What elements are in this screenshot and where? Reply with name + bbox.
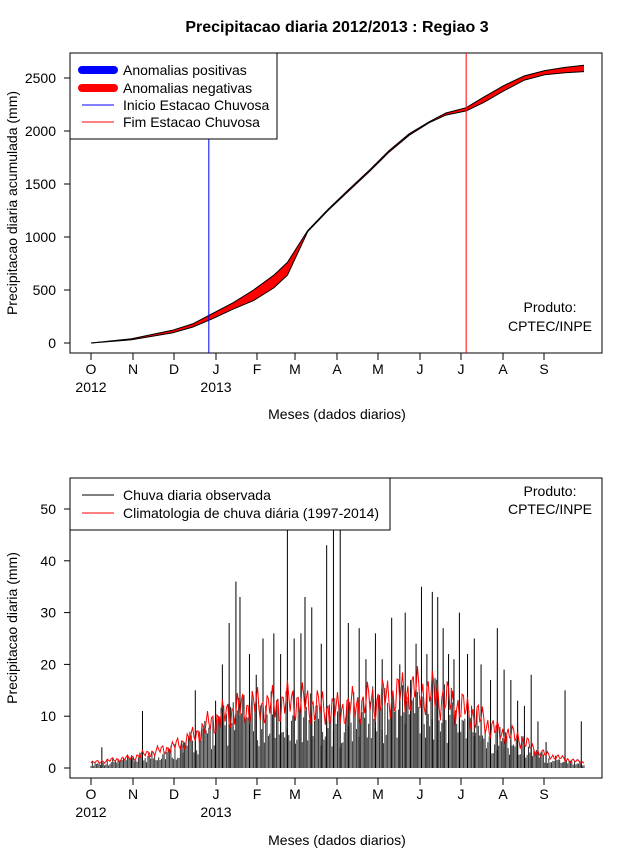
x-tick-label: M <box>289 361 301 377</box>
daily-annotation-line1: Produto: <box>524 483 577 499</box>
cumulative-annotation-line1: Produto: <box>524 299 577 315</box>
y-tick-label: 40 <box>40 553 56 569</box>
y-tick-label: 500 <box>33 282 57 298</box>
x-tick-label: A <box>498 786 508 802</box>
x-tick-label: J <box>458 786 465 802</box>
x-tick-label: D <box>169 786 179 802</box>
x-tick-label: D <box>169 361 179 377</box>
climatology-line-group <box>90 666 585 765</box>
x-tick-label: F <box>253 361 262 377</box>
y-tick-label: 0 <box>48 335 56 351</box>
climatology-cumulative-line <box>90 64 585 344</box>
cumulative-annotation-line2: CPTEC/INPE <box>508 318 592 334</box>
cumulative-y-axis: 0 500 1000 1500 2000 2500 <box>25 70 70 351</box>
x-tick-label: F <box>253 786 262 802</box>
legend-negative-label: Anomalias negativas <box>123 80 252 96</box>
legend-positive-label: Anomalias positivas <box>123 62 247 78</box>
x-tick-label: J <box>458 361 465 377</box>
daily-y-axis: 0 10 20 30 40 50 <box>40 501 70 776</box>
x-tick-label: M <box>289 786 301 802</box>
x-tick-label: M <box>372 786 384 802</box>
observed-cumulative-line <box>90 71 585 344</box>
legend-start-label: Inicio Estacao Chuvosa <box>123 97 270 113</box>
year-label: 2012 <box>75 804 106 820</box>
daily-bars <box>90 498 585 768</box>
y-tick-label: 50 <box>40 501 56 517</box>
year-label: 2012 <box>75 379 106 395</box>
x-tick-label: O <box>86 361 97 377</box>
daily-annotation-line2: CPTEC/INPE <box>508 501 592 517</box>
x-tick-label: S <box>539 786 548 802</box>
x-tick-label: N <box>128 786 138 802</box>
daily-legend: Chuva diaria observada Climatologia de c… <box>69 477 391 531</box>
x-tick-label: A <box>498 361 508 377</box>
year-label: 2013 <box>200 804 231 820</box>
x-tick-label: J <box>417 361 424 377</box>
anomaly-bands <box>90 64 585 344</box>
x-tick-label: M <box>372 361 384 377</box>
cumulative-legend: Anomalias positivas Anomalias negativas … <box>69 52 278 140</box>
y-tick-label: 30 <box>40 605 56 621</box>
legend-end-label: Fim Estacao Chuvosa <box>123 114 260 130</box>
cumulative-plot-box <box>69 52 603 354</box>
cumulative-x-axis: O N D J F M A M J J A S 2012 2013 <box>75 353 549 395</box>
legend-observed-label: Chuva diaria observada <box>123 487 271 503</box>
y-tick-label: 20 <box>40 656 56 672</box>
x-tick-label: J <box>213 361 220 377</box>
daily-panel: 0 10 20 30 40 50 O N D J F M A M J J A S 2012 2013 Precipi… <box>4 477 603 848</box>
cumulative-y-label: Precipitacao diaria acumulada (mm) <box>4 91 20 315</box>
x-tick-label: J <box>213 786 220 802</box>
legend-climatology-label: Climatologia de chuva diária (1997-2014) <box>123 505 379 521</box>
y-tick-label: 2500 <box>25 70 56 86</box>
x-tick-label: S <box>539 361 548 377</box>
y-tick-label: 2000 <box>25 123 56 139</box>
daily-legend-box <box>69 477 391 531</box>
x-tick-label: N <box>128 361 138 377</box>
x-tick-label: O <box>86 786 97 802</box>
daily-x-label: Meses (dados diarios) <box>268 832 406 848</box>
cumulative-x-label: Meses (dados diarios) <box>268 406 406 422</box>
climatology-daily-line <box>90 666 585 765</box>
daily-x-axis: O N D J F M A M J J A S 2012 2013 <box>75 778 549 820</box>
year-label: 2013 <box>200 379 231 395</box>
chart-title: Precipitacao diaria 2012/2013 : Regiao 3 <box>185 19 488 36</box>
y-tick-label: 10 <box>40 708 56 724</box>
y-tick-label: 1000 <box>25 229 56 245</box>
x-tick-label: A <box>332 361 342 377</box>
y-tick-label: 0 <box>48 760 56 776</box>
x-tick-label: J <box>417 786 424 802</box>
cumulative-panel: 0 500 1000 1500 2000 2500 O N D J F M A M J J A S 2012 201… <box>4 52 603 422</box>
daily-y-label: Precipitacao diaria (mm) <box>4 552 20 704</box>
y-tick-label: 1500 <box>25 176 56 192</box>
x-tick-label: A <box>332 786 342 802</box>
